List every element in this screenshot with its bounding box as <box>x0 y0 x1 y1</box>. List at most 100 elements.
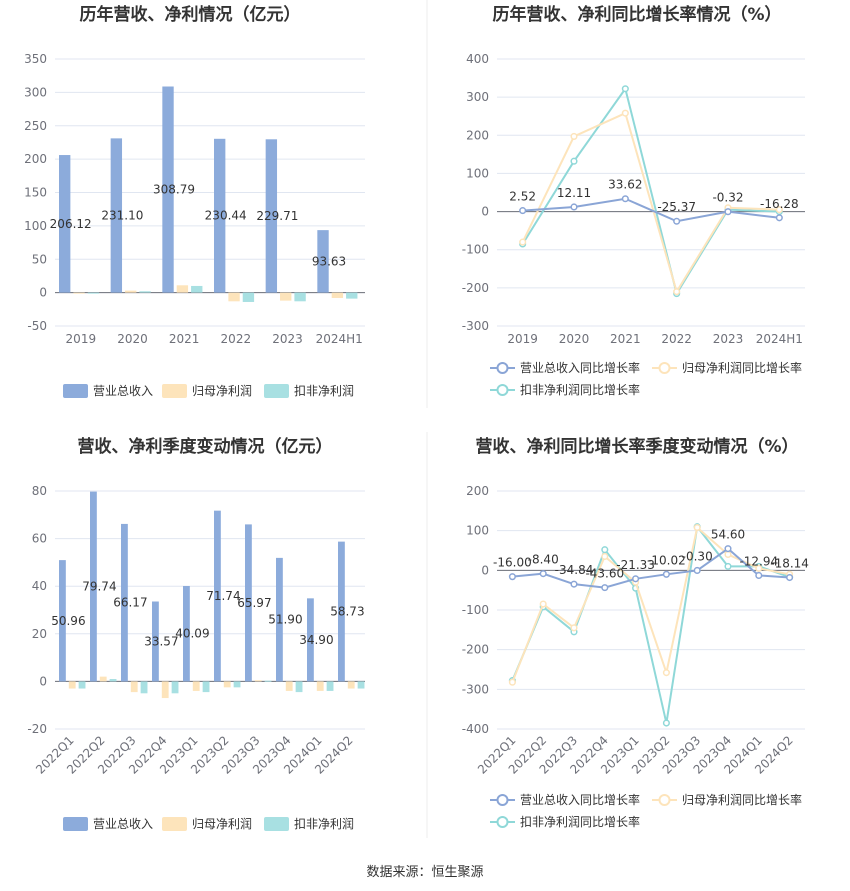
data-point <box>508 678 516 686</box>
y-tick-label: -50 <box>27 319 47 333</box>
x-tick-label: 2022 <box>661 332 692 346</box>
x-tick-label: 2023 <box>272 332 303 346</box>
data-point <box>724 208 732 216</box>
y-tick-label: 100 <box>466 524 489 538</box>
data-label: 230.44 <box>205 209 247 223</box>
data-point <box>673 288 681 296</box>
data-point <box>693 523 701 532</box>
data-point <box>570 203 578 211</box>
data-point <box>570 580 578 588</box>
bar-parent-profit <box>125 290 137 293</box>
data-point <box>775 214 783 222</box>
bar-revenue <box>90 491 97 682</box>
data-point <box>775 206 783 214</box>
data-label: 12.11 <box>557 186 591 200</box>
data-label: 308.79 <box>153 183 195 197</box>
data-label: 58.73 <box>330 605 364 619</box>
data-point <box>519 207 527 215</box>
legend-label: 扣非净利润同比增长率 <box>520 814 640 829</box>
data-point <box>632 575 640 583</box>
bar-revenue <box>338 541 345 682</box>
bar-deducted-profit <box>264 680 272 682</box>
y-tick-label: 50 <box>32 252 47 266</box>
data-point <box>724 550 732 559</box>
bar-revenue <box>121 523 128 682</box>
y-tick-label: 300 <box>24 85 47 99</box>
data-label: 2.52 <box>509 190 536 204</box>
legend[interactable]: 营业总收入 归母净利润 扣非净利润 <box>63 817 354 831</box>
data-label: -0.32 <box>712 191 743 205</box>
data-label: 229.71 <box>256 209 298 223</box>
quarterly-growth-chart: 营收、净利同比增长率季度变动情况（%） -400 -300 -200 -100 0 100 2… <box>462 436 809 829</box>
x-tick-label: 2020 <box>559 332 590 346</box>
data-label: 71.74 <box>206 589 240 603</box>
y-tick-label: 0 <box>39 286 47 300</box>
y-tick-label: 200 <box>466 128 489 142</box>
data-point <box>673 217 681 225</box>
quarterly-values-chart: 营收、净利季度变动情况（亿元）-200204060802022Q12022Q22… <box>27 436 365 831</box>
y-tick-label: 200 <box>466 484 489 498</box>
data-label: 93.63 <box>312 254 346 268</box>
legend-label: 归母净利润同比增长率 <box>682 360 802 375</box>
x-tick-label: 2022 <box>221 332 252 346</box>
bar-deducted-profit <box>202 681 210 693</box>
x-tick-label: 2023 <box>713 332 744 346</box>
bar-deducted-profit <box>295 681 303 693</box>
data-point <box>693 566 701 575</box>
legend-label: 营业总收入同比增长率 <box>520 360 640 375</box>
bar-revenue <box>317 230 329 293</box>
data-point <box>570 132 578 140</box>
legend-label: 归母净利润 <box>192 817 252 831</box>
bar-parent-profit <box>73 292 85 294</box>
bar-deducted-profit <box>346 292 358 299</box>
data-label: -18.14 <box>770 557 809 571</box>
data-point <box>621 85 629 93</box>
legend-swatch <box>162 817 187 831</box>
legend-swatch <box>162 384 187 398</box>
y-tick-label: 400 <box>466 52 489 66</box>
series-line-revenue <box>522 197 780 223</box>
data-point <box>508 573 516 581</box>
bar-parent-profit <box>192 681 200 691</box>
data-label: -8.40 <box>528 553 559 567</box>
y-tick-label: 250 <box>24 119 47 133</box>
legend-marker <box>658 794 671 806</box>
bar-revenue <box>214 510 221 682</box>
chart-title: 营收、净利季度变动情况（亿元） <box>78 436 333 457</box>
legend[interactable]: 营业总收入 归母净利润 扣非净利润 <box>63 384 354 398</box>
data-label: -16.28 <box>760 197 799 211</box>
data-point <box>621 109 629 117</box>
legend-swatch <box>63 384 88 398</box>
data-point <box>570 157 578 165</box>
data-label: 51.90 <box>268 613 302 627</box>
y-tick-label: -100 <box>462 243 489 257</box>
y-tick-label: 40 <box>32 579 47 593</box>
y-tick-label: 100 <box>24 219 47 233</box>
legend-marker <box>496 816 509 828</box>
bar-revenue <box>307 598 314 682</box>
bar-deducted-profit <box>171 681 179 694</box>
bar-parent-profit <box>254 680 262 682</box>
annual-values-chart: 历年营收、净利情况（亿元） -50 0 50 100 150 200 250 300 350 201… <box>24 4 365 398</box>
chart-title: 历年营收、净利同比增长率情况（%） <box>492 4 781 25</box>
y-tick-label: 60 <box>32 532 47 546</box>
data-point <box>539 570 547 578</box>
data-label: 66.17 <box>113 596 147 610</box>
y-tick-label: 200 <box>24 152 47 166</box>
bar-deducted-profit <box>326 681 334 691</box>
bar-parent-profit <box>280 292 292 301</box>
bar-deducted-profit <box>140 681 148 694</box>
data-point <box>755 571 763 580</box>
bar-deducted-profit <box>233 681 241 688</box>
legend-label: 营业总收入 <box>93 817 153 831</box>
y-tick-label: 350 <box>24 52 47 66</box>
y-tick-label: 0 <box>481 563 489 577</box>
data-label: -21.33 <box>616 558 655 572</box>
bar-deducted-profit <box>242 292 255 302</box>
data-label: -16.00 <box>493 556 532 570</box>
series-line-parent-profit <box>521 111 780 295</box>
data-point <box>662 570 670 578</box>
legend-marker <box>658 362 671 374</box>
